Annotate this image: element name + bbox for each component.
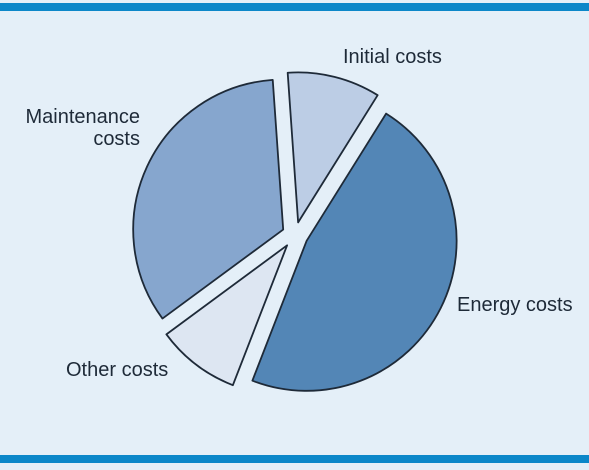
pie-slice-initial (286, 71, 379, 224)
bottom-rule (0, 455, 589, 463)
maintenance-costs-label-line1: Maintenance (25, 106, 140, 128)
maintenance-costs-label-line2: costs (93, 128, 140, 150)
energy-costs-label: Energy costs (457, 294, 573, 316)
pie-slice-energy (251, 112, 458, 392)
pie-slice-maintenance (132, 79, 285, 320)
pie-slice-other (165, 244, 289, 387)
initial-costs-label: Initial costs (343, 46, 442, 68)
maintenance-costs-label: Maintenance costs (22, 106, 140, 150)
other-costs-label: Other costs (66, 359, 169, 381)
top-rule (0, 3, 589, 11)
